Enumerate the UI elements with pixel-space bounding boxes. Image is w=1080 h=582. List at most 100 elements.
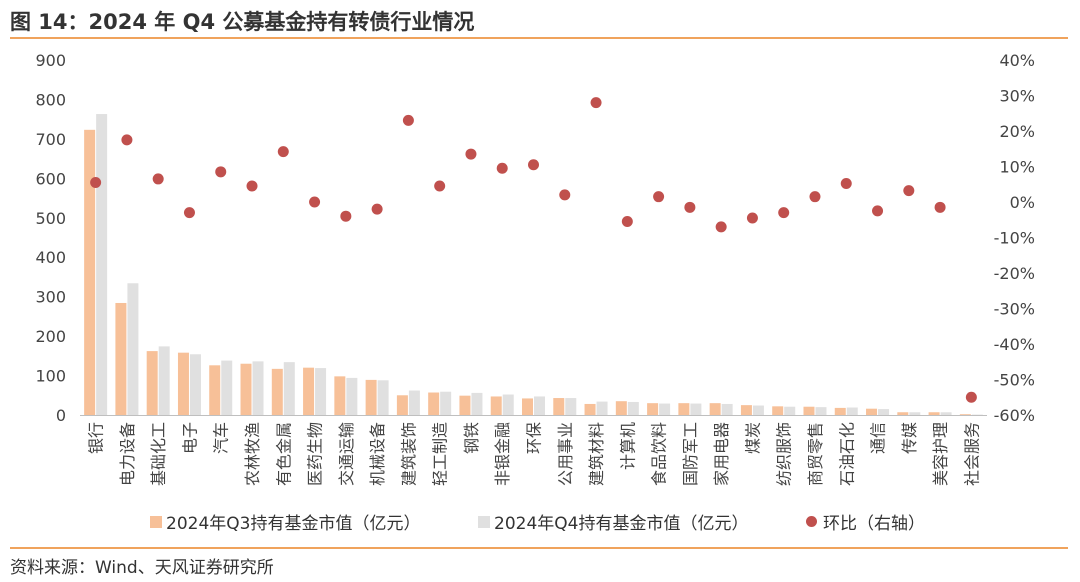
- bar-q3: [146, 351, 158, 415]
- x-tick-label: 钢铁: [462, 422, 481, 454]
- ratio-point: [778, 207, 790, 219]
- x-tick-label: 环保: [525, 422, 544, 454]
- legend-swatch-q3: [150, 515, 162, 528]
- bar-q4: [784, 406, 796, 415]
- bar-q3: [522, 398, 533, 415]
- ratio-point: [496, 162, 508, 174]
- ratio-point: [965, 391, 977, 403]
- ratio-point: [246, 180, 258, 192]
- bar-q3: [647, 403, 659, 415]
- bar-q4: [721, 403, 733, 415]
- y-left-tick-label: 500: [35, 209, 66, 228]
- bar-q4: [534, 396, 545, 415]
- bar-q4: [96, 114, 108, 416]
- y-left-tick-label: 0: [56, 406, 66, 425]
- bar-q4: [596, 401, 608, 415]
- x-tick-label: 电力设备: [118, 422, 137, 486]
- y-right-tick-label: -50%: [994, 371, 1035, 390]
- x-tick-label: 机械设备: [368, 422, 387, 486]
- x-tick-label: 传媒: [900, 422, 919, 454]
- bar-q3: [678, 403, 690, 415]
- bar-q3: [866, 408, 878, 415]
- x-tick-label: 美容护理: [931, 422, 950, 486]
- y-left-tick-label: 200: [35, 327, 66, 346]
- bar-q4: [471, 392, 483, 415]
- x-tick-label: 商贸零售: [806, 422, 825, 486]
- bar-q4: [252, 361, 264, 415]
- x-tick-label: 家用电器: [712, 422, 731, 486]
- x-tick-label: 有色金属: [274, 422, 293, 486]
- ratio-point: [152, 173, 164, 185]
- bar-q3: [209, 365, 221, 415]
- y-right-tick-label: -40%: [994, 335, 1035, 354]
- ratio-point: [840, 178, 852, 190]
- bar-q3: [959, 414, 971, 415]
- bar-q4: [690, 403, 702, 415]
- x-tick-label: 煤炭: [743, 422, 762, 454]
- x-tick-label: 纺织服饰: [775, 422, 794, 486]
- y-right-tick-label: 40%: [999, 51, 1035, 70]
- y-left-tick-label: 700: [35, 130, 66, 149]
- x-tick-label: 社会服务: [962, 422, 981, 486]
- x-tick-label: 建筑材料: [587, 422, 606, 486]
- bar-q3: [615, 401, 627, 415]
- bar-q3: [928, 412, 940, 415]
- bar-q4: [627, 401, 639, 415]
- y-right-tick-label: -30%: [994, 300, 1035, 319]
- ratio-point: [715, 221, 727, 233]
- legend-dot-ratio: [806, 516, 817, 527]
- ratio-point: [402, 114, 414, 126]
- bar-q4: [408, 390, 420, 415]
- x-tick-label: 交通运输: [337, 422, 356, 486]
- legend-item-q4: 2024年Q4持有基金市值（亿元）: [478, 509, 748, 534]
- ratio-point: [434, 180, 446, 192]
- x-tick-label: 计算机: [618, 422, 637, 470]
- x-tick-label: 石油石化: [837, 422, 856, 486]
- x-tick-label: 基础化工: [149, 422, 168, 486]
- bar-q3: [303, 367, 315, 415]
- bar-q4: [127, 283, 139, 415]
- bar-q3: [177, 352, 189, 415]
- y-left-tick-label: 300: [35, 288, 66, 307]
- x-tick-label: 医药生物: [306, 422, 325, 486]
- ratio-point: [277, 146, 289, 158]
- x-tick-label: 银行: [87, 422, 106, 454]
- bar-q4: [502, 394, 514, 415]
- ratio-point: [872, 205, 884, 217]
- bar-q4: [315, 368, 327, 415]
- bar-q4: [346, 377, 358, 415]
- ratio-point: [903, 185, 915, 197]
- bar-q4: [878, 409, 890, 415]
- bar-q4: [221, 360, 233, 415]
- x-tick-label: 电子: [180, 422, 199, 454]
- y-right-tick-label: 20%: [999, 122, 1035, 141]
- ratio-point: [809, 191, 821, 203]
- bar-q3: [396, 395, 408, 415]
- bar-q3: [490, 396, 502, 415]
- bar-q4: [940, 412, 952, 415]
- ratio-point: [121, 134, 133, 146]
- bar-q4: [659, 403, 671, 415]
- bar-q3: [834, 407, 846, 415]
- legend-swatch-q4: [478, 515, 490, 528]
- ratio-point: [90, 176, 102, 188]
- ratio-point: [934, 201, 946, 213]
- bar-q3: [271, 368, 283, 415]
- title-divider: [10, 37, 1068, 39]
- legend-item-q3: 2024年Q3持有基金市值（亿元）: [150, 509, 420, 534]
- bar-q4: [815, 407, 827, 415]
- y-left-tick-label: 800: [35, 90, 66, 109]
- bar-q3: [897, 412, 909, 415]
- ratio-point: [590, 97, 602, 109]
- bar-q3: [365, 379, 377, 415]
- x-tick-label: 汽车: [212, 422, 231, 454]
- bar-q4: [752, 405, 764, 415]
- chart-legend: 2024年Q3持有基金市值（亿元） 2024年Q4持有基金市值（亿元） 环比（右…: [0, 509, 1080, 534]
- ratio-point: [653, 191, 665, 203]
- y-left-tick-label: 400: [35, 248, 66, 267]
- x-tick-label: 通信: [869, 422, 888, 454]
- bar-q4: [158, 346, 170, 415]
- source-note: 资料来源：Wind、天风证券研究所: [10, 558, 274, 578]
- y-right-tick-label: 10%: [999, 158, 1035, 177]
- y-right-tick-label: -60%: [994, 406, 1035, 425]
